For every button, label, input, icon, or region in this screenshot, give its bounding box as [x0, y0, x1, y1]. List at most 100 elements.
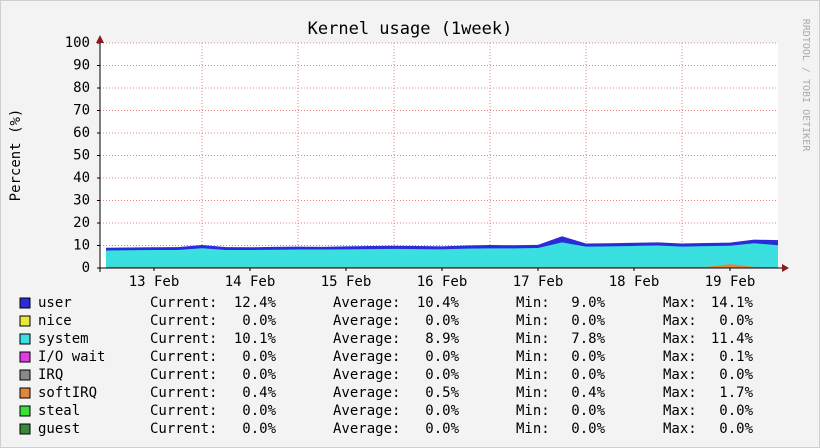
legend-swatch [19, 351, 31, 363]
chart-title: Kernel usage (1week) [308, 19, 513, 39]
labels: 0 10 20 30 40 50 60 70 80 90 100 13 Feb 14 Feb 15 Feb… [65, 35, 756, 290]
stat-name: Current: [150, 313, 217, 329]
stat-name: Max: [663, 403, 697, 419]
stat-name: Min: [516, 313, 550, 329]
y-tick-label: 50 [73, 148, 90, 164]
x-tick-label: 15 Feb [321, 274, 372, 290]
legend-label: guest [38, 421, 80, 437]
stat-name: Current: [150, 331, 217, 347]
y-axis-arrow [96, 35, 104, 43]
legend-swatch [19, 297, 31, 309]
legend-label: nice [38, 313, 72, 329]
stat-name: Average: [333, 331, 400, 347]
stat-value: 0.0% [571, 313, 605, 329]
stat-value: 0.0% [719, 313, 753, 329]
stat-value: 10.1% [234, 331, 277, 347]
y-tick-label: 90 [73, 58, 90, 74]
area [106, 264, 778, 268]
stat-name: Min: [516, 403, 550, 419]
y-axis-label: Percent (%) [8, 109, 24, 202]
y-tick-label: 30 [73, 193, 90, 209]
stat-value: 14.1% [711, 295, 754, 311]
y-tick-label: 40 [73, 170, 90, 186]
stat-name: Average: [333, 385, 400, 401]
stat-value: 8.9% [425, 331, 459, 347]
area [106, 242, 778, 268]
stat-value: 0.4% [242, 385, 276, 401]
stat-value: 0.0% [719, 403, 753, 419]
axes [96, 35, 789, 272]
stat-name: Min: [516, 421, 550, 437]
x-tick-label: 19 Feb [705, 274, 756, 290]
legend-label: IRQ [38, 367, 63, 383]
stat-name: Average: [333, 367, 400, 383]
stat-value: 0.1% [719, 349, 753, 365]
stat-name: Max: [663, 367, 697, 383]
stat-name: Average: [333, 313, 400, 329]
legend-label: steal [38, 403, 80, 419]
stat-name: Current: [150, 367, 217, 383]
stat-value: 0.0% [425, 421, 459, 437]
x-tick-label: 17 Feb [513, 274, 564, 290]
stat-value: 0.0% [571, 421, 605, 437]
stat-value: 0.0% [425, 349, 459, 365]
stat-value: 0.0% [425, 367, 459, 383]
x-tick-label: 13 Feb [129, 274, 180, 290]
x-tick-label: 16 Feb [417, 274, 468, 290]
stat-value: 7.8% [571, 331, 605, 347]
stat-value: 0.4% [571, 385, 605, 401]
stat-value: 10.4% [417, 295, 460, 311]
side-note: RRDTOOL / TOBI OETIKER [800, 19, 811, 152]
legend-swatch [19, 423, 31, 435]
stat-name: Average: [333, 403, 400, 419]
stat-name: Min: [516, 385, 550, 401]
legend-label: system [38, 331, 89, 347]
legend-label: softIRQ [38, 385, 97, 401]
stat-name: Min: [516, 367, 550, 383]
x-tick-label: 14 Feb [225, 274, 276, 290]
stat-name: Current: [150, 349, 217, 365]
stat-name: Current: [150, 421, 217, 437]
stat-value: 0.0% [719, 421, 753, 437]
legend-swatch [19, 315, 31, 327]
stat-name: Current: [150, 385, 217, 401]
y-tick-label: 60 [73, 125, 90, 141]
stat-value: 0.0% [242, 421, 276, 437]
stat-value: 11.4% [711, 331, 754, 347]
stat-name: Min: [516, 331, 550, 347]
stat-value: 0.0% [571, 403, 605, 419]
stat-value: 0.0% [425, 403, 459, 419]
stat-value: 0.0% [571, 367, 605, 383]
stat-name: Average: [333, 349, 400, 365]
areas [106, 236, 778, 268]
stat-name: Average: [333, 295, 400, 311]
stat-name: Min: [516, 349, 550, 365]
stat-name: Current: [150, 403, 217, 419]
stat-value: 0.0% [719, 367, 753, 383]
legend-label: I/O wait [38, 349, 105, 365]
stat-name: Max: [663, 349, 697, 365]
stat-name: Max: [663, 331, 697, 347]
legend-label: user [38, 295, 72, 311]
x-tick-label: 18 Feb [609, 274, 660, 290]
y-tick-label: 100 [65, 35, 90, 51]
legend-swatch [19, 369, 31, 381]
stat-value: 0.0% [242, 367, 276, 383]
stat-value: 0.5% [425, 385, 459, 401]
stat-value: 0.0% [425, 313, 459, 329]
x-axis-arrow [782, 264, 789, 272]
legend-swatch [19, 333, 31, 345]
stat-name: Max: [663, 295, 697, 311]
y-tick-label: 0 [82, 260, 90, 276]
y-tick-label: 80 [73, 80, 90, 96]
y-tick-label: 10 [73, 238, 90, 254]
stat-name: Current: [150, 295, 217, 311]
stat-name: Min: [516, 295, 550, 311]
y-tick-label: 70 [73, 103, 90, 119]
stat-value: 12.4% [234, 295, 277, 311]
stat-name: Max: [663, 421, 697, 437]
stat-value: 0.0% [242, 313, 276, 329]
legend-swatch [19, 405, 31, 417]
